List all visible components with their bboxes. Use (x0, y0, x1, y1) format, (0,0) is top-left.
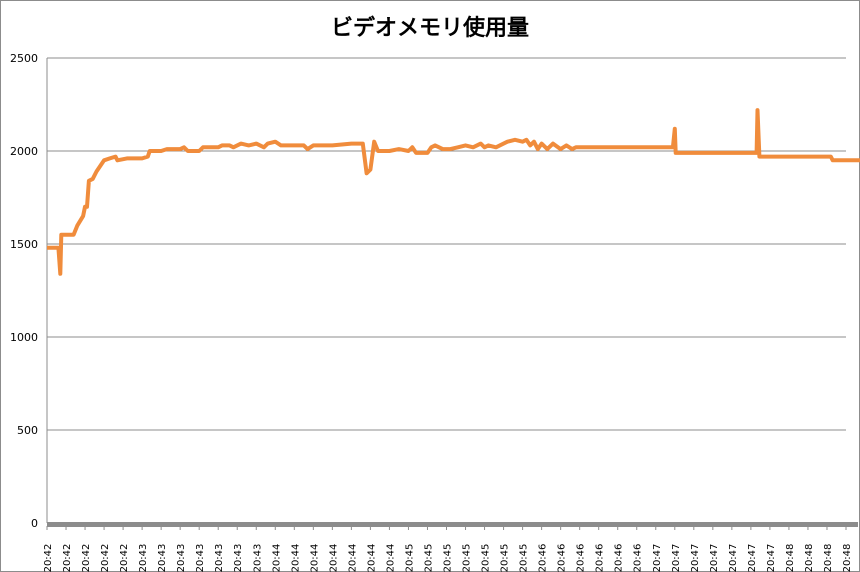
x-tick-label: 20:47 (690, 544, 701, 572)
x-tick-label: 20:46 (595, 544, 606, 572)
x-tick-label: 20:47 (671, 544, 682, 572)
x-tick-label: 20:43 (252, 544, 263, 572)
x-tick-label: 20:44 (271, 544, 282, 572)
x-tick-label: 20:46 (576, 544, 587, 572)
x-tick-label: 20:45 (443, 544, 454, 572)
x-axis: 20:42 20:42 20:42 20:42 20:42 20:43 20:43 20:43… (43, 522, 858, 572)
x-tick-label: 20:43 (233, 544, 244, 572)
x-tick-label: 20:43 (176, 544, 187, 572)
x-tick-label: 20:48 (823, 544, 834, 572)
x-tick-label: 20:43 (157, 544, 168, 572)
x-tick-label: 20:42 (119, 544, 130, 572)
x-tick-label: 20:42 (100, 544, 111, 572)
x-tick-label: 20:45 (404, 544, 415, 572)
series-line (47, 108, 860, 276)
y-tick-label: 500 (17, 424, 38, 437)
x-tick-label: 20:42 (43, 544, 54, 572)
series-group (47, 108, 860, 276)
x-tick-label: 20:43 (214, 544, 225, 572)
y-tick-label: 1500 (10, 238, 38, 251)
x-tick-label: 20:43 (138, 544, 149, 572)
x-tick-label: 20:46 (538, 544, 549, 572)
x-tick-label: 20:47 (709, 544, 720, 572)
x-tick-label: 20:44 (347, 544, 358, 572)
x-tick-label: 20:42 (62, 544, 73, 572)
x-tick-label: 20:45 (462, 544, 473, 572)
x-tick-label: 20:45 (423, 544, 434, 572)
x-tick-label: 20:46 (557, 544, 568, 572)
chart-title: ビデオメモリ使用量 (330, 16, 529, 41)
x-tick-label: 20:48 (842, 544, 853, 572)
x-tick-label: 20:45 (481, 544, 492, 572)
y-tick-label: 0 (31, 517, 38, 530)
x-tick-label: 20:44 (366, 544, 377, 572)
y-axis-tick-labels: 0 500 1000 1500 2000 2500 (10, 52, 38, 530)
x-axis-line (47, 522, 858, 527)
x-tick-label: 20:47 (728, 544, 739, 572)
y-tick-label: 1000 (10, 331, 38, 344)
x-tick-label: 20:47 (747, 544, 758, 572)
x-tick-label: 20:46 (614, 544, 625, 572)
gridlines (46, 57, 846, 523)
y-tick-label: 2000 (10, 145, 38, 158)
x-tick-label: 20:44 (385, 544, 396, 572)
x-tick-label: 20:47 (652, 544, 663, 572)
x-tick-label: 20:46 (633, 544, 644, 572)
y-tick-label: 2500 (10, 52, 38, 65)
x-tick-label: 20:44 (328, 544, 339, 572)
x-tick-label: 20:42 (81, 544, 92, 572)
x-tick-label: 20:44 (309, 544, 320, 572)
x-tick-label: 20:48 (804, 544, 815, 572)
x-tick-label: 20:45 (500, 544, 511, 572)
x-tick-label: 20:48 (785, 544, 796, 572)
x-tick-label: 20:43 (195, 544, 206, 572)
x-tick-label: 20:44 (290, 544, 301, 572)
x-tick-label: 20:47 (766, 544, 777, 572)
x-tick-label: 20:45 (519, 544, 530, 572)
